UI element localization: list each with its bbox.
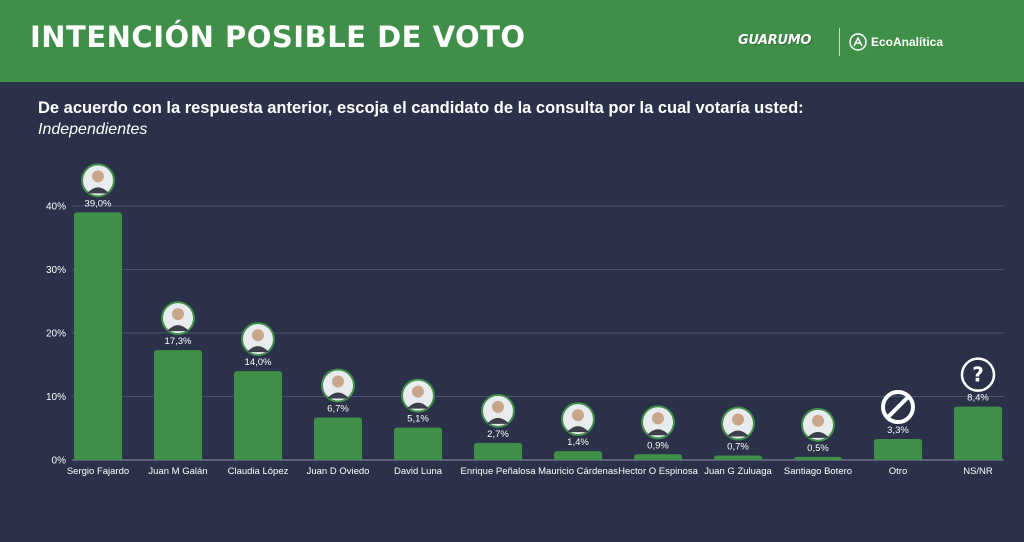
value-label: 5,1% bbox=[407, 414, 429, 425]
bar bbox=[794, 456, 842, 460]
value-label: 0,7% bbox=[727, 442, 749, 453]
photo-face bbox=[172, 308, 184, 321]
photo-body bbox=[567, 426, 589, 433]
photo-body bbox=[167, 325, 189, 332]
bar bbox=[74, 212, 122, 460]
y-tick-label: 0% bbox=[52, 456, 67, 467]
category-label: Juan M Galán bbox=[148, 466, 207, 477]
photo-body bbox=[327, 392, 349, 399]
page-title: INTENCIÓN POSIBLE DE VOTO bbox=[30, 20, 526, 54]
bar bbox=[634, 454, 682, 460]
category-label: Otro bbox=[889, 466, 907, 477]
value-label: 0,9% bbox=[647, 440, 669, 451]
category-label: Claudia López bbox=[228, 466, 289, 477]
photo-face bbox=[332, 375, 344, 388]
y-tick-label: 10% bbox=[46, 392, 66, 403]
vote-intention-chart: 0% 10% 20% 30% 40% Sergio Fajardo 39,0% Juan M … bbox=[46, 163, 1004, 477]
photo-body bbox=[727, 430, 749, 437]
bar bbox=[314, 417, 362, 460]
value-label: 39,0% bbox=[85, 198, 112, 209]
photo-face bbox=[812, 414, 824, 427]
value-label: 0,5% bbox=[807, 443, 829, 454]
photo-body bbox=[87, 187, 109, 194]
bar bbox=[394, 427, 442, 460]
bar bbox=[234, 371, 282, 460]
bar bbox=[474, 442, 522, 460]
photo-face bbox=[412, 385, 424, 398]
ecoanalitica-name: EcoAnalítica bbox=[871, 35, 944, 49]
survey-question: De acuerdo con la respuesta anterior, es… bbox=[38, 99, 804, 117]
photo-body bbox=[407, 402, 429, 409]
value-label: 3,3% bbox=[887, 425, 909, 436]
prohibited-slash bbox=[886, 395, 910, 419]
category-label: Enrique Peñalosa bbox=[461, 466, 537, 477]
prohibited-icon bbox=[881, 390, 915, 425]
survey-subtitle: Independientes bbox=[38, 121, 148, 138]
photo-face bbox=[572, 409, 584, 422]
ecoanalitica-logo: EcoAnalítica bbox=[849, 32, 943, 52]
category-label: Hector O Espinosa bbox=[618, 466, 698, 477]
bar bbox=[554, 451, 602, 460]
value-label: 6,7% bbox=[327, 403, 349, 414]
photo-body bbox=[487, 417, 509, 424]
y-tick-label: 20% bbox=[46, 329, 66, 340]
category-label: NS/NR bbox=[963, 466, 993, 477]
value-label: 1,4% bbox=[567, 437, 589, 448]
guarumo-logo: GUARUMO bbox=[738, 33, 812, 48]
category-label: Juan D Oviedo bbox=[307, 466, 370, 477]
photo-face bbox=[652, 412, 664, 425]
category-label: Sergio Fajardo bbox=[67, 466, 129, 477]
header-bar: INTENCIÓN POSIBLE DE VOTO GUARUMO EcoAna… bbox=[0, 0, 1024, 82]
y-tick-label: 30% bbox=[46, 265, 66, 276]
value-label: 17,3% bbox=[165, 336, 192, 347]
question-icon bbox=[960, 357, 996, 392]
bar bbox=[954, 406, 1002, 460]
category-label: David Luna bbox=[394, 466, 443, 477]
photo-body bbox=[247, 346, 269, 353]
category-label: Juan G Zuluaga bbox=[704, 466, 772, 477]
photo-body bbox=[807, 431, 829, 438]
bar bbox=[714, 455, 762, 460]
bar bbox=[874, 439, 922, 460]
value-label: 14,0% bbox=[245, 357, 272, 368]
photo-face bbox=[732, 413, 744, 426]
ecoanalitica-mark-icon bbox=[849, 33, 867, 51]
value-label: 8,4% bbox=[967, 393, 989, 404]
photo-face bbox=[492, 400, 504, 413]
photo-body bbox=[647, 429, 669, 436]
photo-face bbox=[252, 329, 264, 342]
question-mark: ? bbox=[972, 363, 984, 387]
category-label: Santiago Botero bbox=[784, 466, 852, 477]
logo-divider bbox=[839, 28, 840, 56]
value-label: 2,7% bbox=[487, 429, 509, 440]
bar bbox=[154, 350, 202, 460]
photo-face bbox=[92, 170, 104, 183]
category-label: Mauricio Cárdenas bbox=[538, 466, 618, 477]
y-tick-label: 40% bbox=[46, 202, 66, 213]
